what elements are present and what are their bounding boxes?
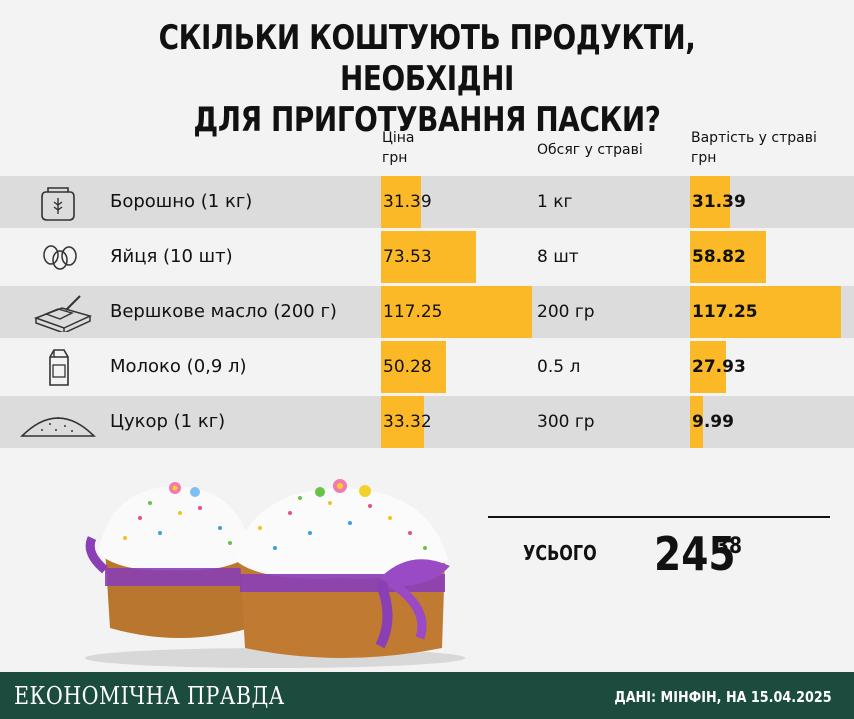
price-value: 117.25: [383, 302, 443, 322]
cost-bar: [690, 231, 766, 283]
price-bar: [381, 341, 446, 393]
quantity-value: 1 кг: [537, 192, 573, 212]
price-value: 31.39: [383, 192, 432, 212]
product-name: Борошно (1 кг): [110, 191, 253, 212]
footer-bar: ЕКОНОМІЧНА ПРАВДА ДАНІ: МІНФІН, НА 15.04…: [0, 672, 854, 719]
price-bar: [381, 396, 424, 448]
easter-cakes-illustration: [85, 479, 465, 668]
table-row: Яйця (10 шт) 73.53 8 шт 58.82: [0, 231, 854, 283]
flour-bag-icon: [20, 182, 96, 222]
table-row: Молоко (0,9 л) 50.28 0.5 л 27.93: [0, 341, 854, 393]
quantity-value: 0.5 л: [537, 357, 581, 377]
header-volume: Обсяг у страві: [537, 142, 643, 158]
cost-value: 9.99: [692, 412, 734, 432]
milk-carton-icon: [20, 347, 96, 387]
cost-value: 117.25: [692, 302, 758, 322]
cost-bar: [690, 396, 703, 448]
title-line-1: СКІЛЬКИ КОШТУЮТЬ ПРОДУКТИ, НЕОБХІДНІ: [158, 18, 696, 99]
price-bar: [381, 176, 421, 228]
quantity-value: 8 шт: [537, 247, 579, 267]
product-name: Вершкове масло (200 г): [110, 301, 337, 322]
product-name: Молоко (0,9 л): [110, 356, 247, 377]
quantity-value: 300 гр: [537, 412, 595, 432]
header-cost: Вартість у страві грн: [691, 128, 817, 168]
quantity-value: 200 гр: [537, 302, 595, 322]
butter-icon: [20, 292, 96, 335]
cost-value: 31.39: [692, 192, 746, 212]
table-row: Цукор (1 кг) 33.32 300 гр 9.99: [0, 396, 854, 448]
price-value: 33.32: [383, 412, 432, 432]
header-price-line-1: Ціна: [382, 130, 415, 146]
price-value: 73.53: [383, 247, 432, 267]
total-value-fraction: 38: [716, 534, 743, 559]
product-name: Яйця (10 шт): [110, 246, 233, 267]
sugar-pile-icon: [20, 402, 96, 442]
total-value: 245: [654, 527, 736, 581]
header-price-line-2: грн: [382, 150, 408, 166]
cost-bar: [690, 286, 841, 338]
total-label: УСЬОГО: [523, 541, 597, 565]
table-row: Борошно (1 кг) 31.39 1 кг 31.39: [0, 176, 854, 228]
cost-bar: [690, 176, 730, 228]
header-cost-line-2: грн: [691, 150, 717, 166]
price-bar: [381, 231, 476, 283]
brand-logo-text: ЕКОНОМІЧНА ПРАВДА: [14, 682, 285, 710]
header-cost-line-1: Вартість у страві: [691, 130, 817, 146]
price-bar: [381, 286, 532, 338]
title-line-2: ДЛЯ ПРИГОТУВАННЯ ПАСКИ?: [193, 100, 661, 140]
price-value: 50.28: [383, 357, 432, 377]
cost-value: 27.93: [692, 357, 746, 377]
cost-value: 58.82: [692, 247, 746, 267]
data-source: ДАНІ: МІНФІН, НА 15.04.2025: [614, 688, 832, 706]
eggs-icon: [20, 237, 96, 277]
cost-bar: [690, 341, 726, 393]
product-name: Цукор (1 кг): [110, 411, 226, 432]
header-price: Ціна грн: [382, 128, 415, 168]
page-title: СКІЛЬКИ КОШТУЮТЬ ПРОДУКТИ, НЕОБХІДНІ ДЛЯ…: [77, 18, 777, 141]
table-row: Вершкове масло (200 г) 117.25 200 гр 117.25: [0, 286, 854, 338]
total-divider: [488, 516, 830, 518]
